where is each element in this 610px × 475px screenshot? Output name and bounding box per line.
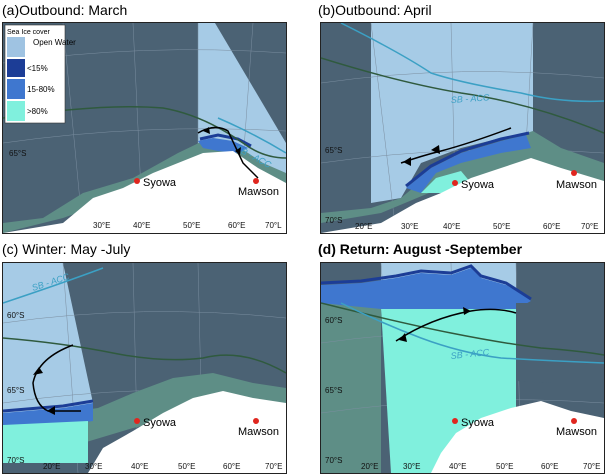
legend-label: Open Water	[33, 38, 76, 47]
lon-label: 60°E	[223, 462, 240, 471]
lon-label: 70°E	[265, 462, 282, 471]
lat-label: 65°S	[9, 149, 26, 158]
sb-acc-front	[3, 267, 104, 304]
lon-label: 50°E	[496, 462, 513, 471]
station-mawson-marker	[253, 178, 259, 184]
lat-label: 70°S	[325, 216, 342, 225]
station-mawson-label: Mawson	[238, 186, 279, 198]
station-mawson-label: Mawson	[556, 179, 597, 191]
lat-label: 65°S	[325, 146, 342, 155]
lat-label: 65°S	[7, 386, 24, 395]
ice-band	[198, 138, 248, 153]
panel-a-title: (a)Outbound: March	[2, 2, 128, 18]
lon-label: 40°E	[449, 462, 466, 471]
lon-label: 20°E	[355, 222, 372, 231]
front-line	[321, 302, 604, 356]
map-panel-c: SB - ACC Syowa Mawson 60°S 65°S 70°S 20°…	[2, 262, 287, 474]
lon-label: 40°E	[131, 462, 148, 471]
ship-track	[400, 127, 512, 164]
track-arrow	[203, 127, 210, 134]
lon-label: 50°E	[178, 462, 195, 471]
station-syowa-marker	[452, 180, 458, 186]
front-line	[321, 57, 604, 134]
track-arrow	[399, 333, 407, 342]
ice-band	[321, 268, 531, 309]
ice-band	[3, 403, 93, 425]
front-label: SB - ACC	[450, 347, 490, 361]
antarctica-land	[88, 391, 286, 473]
lat-label: 65°S	[325, 386, 342, 395]
lat-label: 60°S	[7, 311, 24, 320]
legend-label: 15-80%	[27, 85, 55, 94]
track-arrow	[463, 307, 471, 315]
sb-acc-front	[340, 23, 604, 103]
ship-track	[197, 126, 259, 179]
legend-label: >80%	[27, 107, 48, 116]
lon-label: 40°E	[133, 221, 150, 230]
lon-label: 30°E	[85, 462, 102, 471]
track-arrow	[33, 367, 43, 375]
station-syowa-marker	[452, 418, 458, 424]
sb-acc-front	[340, 302, 604, 364]
station-syowa-label: Syowa	[143, 417, 177, 429]
station-mawson-label: Mawson	[556, 426, 597, 438]
ice-band-dense	[3, 421, 88, 463]
antarctica-land	[321, 158, 604, 233]
legend-swatch-open-water	[7, 37, 25, 57]
ship-track	[32, 344, 81, 412]
map-panel-a: SB - ACC Syowa Mawson 65°S 30°E 40°E 50°…	[2, 22, 287, 234]
legend-swatch-gt80	[7, 101, 25, 121]
map-panel-b: SB - ACC Syowa Mawson 65°S 70°S 20°E 30°…	[320, 22, 605, 234]
track-arrow	[403, 157, 411, 166]
station-syowa-label: Syowa	[461, 179, 495, 191]
lat-label: 60°S	[325, 316, 342, 325]
ice-band	[406, 135, 531, 193]
lat-label: 70°S	[325, 456, 342, 465]
front-line	[3, 106, 286, 159]
shelf-band	[321, 293, 381, 473]
front-label: SB - ACC	[450, 92, 490, 105]
open-water-sector	[371, 23, 533, 203]
lon-label: 60°E	[228, 221, 245, 230]
panel-d-title: (d) Return: August -September	[318, 241, 523, 257]
lon-label: 60°E	[541, 462, 558, 471]
antarctica-land	[431, 401, 604, 473]
open-water-sector	[3, 263, 93, 428]
legend-label: <15%	[27, 64, 48, 73]
lon-label: 50°E	[183, 221, 200, 230]
lon-label: 30°E	[401, 222, 418, 231]
station-mawson-marker	[571, 170, 577, 176]
front-line	[3, 337, 286, 374]
station-syowa-marker	[134, 418, 140, 424]
sb-acc-front	[217, 117, 286, 154]
lon-label: 20°E	[43, 462, 60, 471]
station-syowa-label: Syowa	[461, 417, 495, 429]
track-arrow	[47, 406, 55, 415]
station-mawson-marker	[571, 418, 577, 424]
station-syowa-label: Syowa	[143, 177, 177, 189]
lon-label: 20°E	[361, 462, 378, 471]
lon-label: 30°E	[93, 221, 110, 230]
map-panel-d: SB - ACC Syowa Mawson 60°S 65°S 70°S 20°…	[320, 262, 605, 474]
lon-label: 40°E	[443, 222, 460, 231]
lon-label: 70°E	[581, 222, 598, 231]
antarctica-land	[3, 151, 286, 233]
track-arrow	[431, 145, 440, 154]
sea-ice-legend: Sea Ice cover Open Water <15% 15-80% >80…	[4, 24, 76, 124]
lon-label: 50°E	[493, 222, 510, 231]
legend-title: Sea Ice cover	[7, 29, 50, 36]
lon-label: 70°L	[265, 221, 282, 230]
station-mawson-marker	[253, 418, 259, 424]
lon-label: 60°E	[543, 222, 560, 231]
station-mawson-label: Mawson	[238, 426, 279, 438]
lon-label: 70°E	[583, 462, 600, 471]
legend-swatch-lt15	[7, 59, 25, 77]
panel-b-title: (b)Outbound: April	[318, 2, 432, 18]
legend-swatch-15-80	[7, 79, 25, 99]
track-arrow	[235, 147, 241, 155]
lat-label: 70°S	[7, 456, 24, 465]
station-syowa-marker	[134, 178, 140, 184]
panel-c-title: (c) Winter: May -July	[2, 241, 131, 257]
lon-label: 30°E	[403, 462, 420, 471]
